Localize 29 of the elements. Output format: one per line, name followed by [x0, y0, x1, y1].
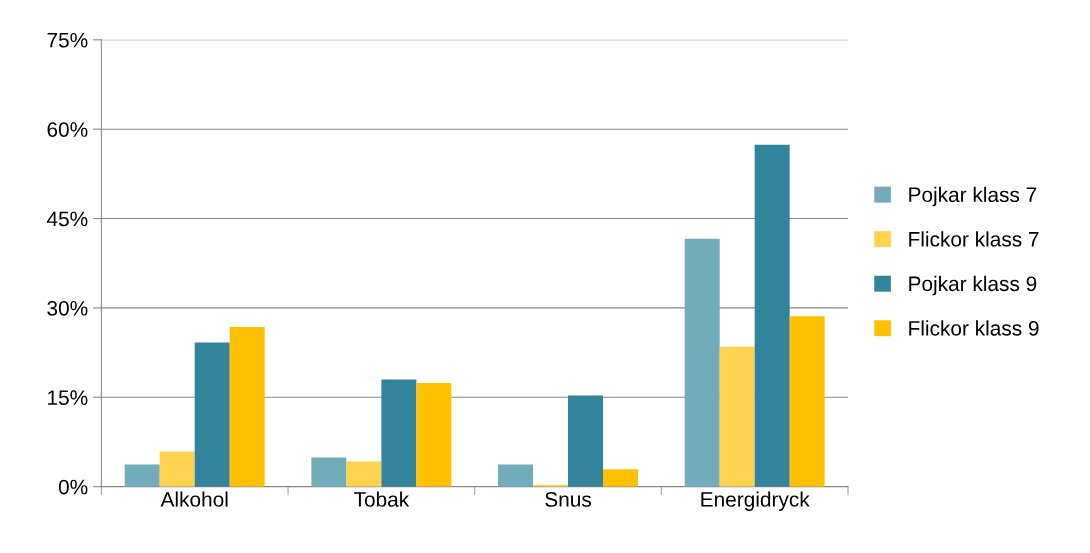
x-tick-label: Energidryck	[701, 491, 810, 511]
bar	[568, 395, 604, 487]
bar	[684, 238, 720, 487]
y-tick-label: 45%	[46, 211, 88, 227]
bar	[229, 326, 265, 487]
legend-label: Flickor klass 9	[909, 320, 1039, 336]
bar	[719, 346, 755, 487]
legend-label: Flickor klass 7	[909, 231, 1039, 247]
x-tick-label: Alkohol	[160, 491, 228, 507]
bar	[498, 464, 534, 487]
bar	[603, 469, 639, 487]
y-tick-label: 60%	[47, 122, 88, 137]
x-tick-label: Snus	[545, 492, 592, 507]
bar	[124, 464, 160, 487]
bar	[346, 461, 382, 487]
y-tick-label: 75%	[47, 32, 88, 48]
bar	[311, 457, 347, 487]
y-tick-label: 30%	[47, 300, 88, 316]
bar	[789, 316, 825, 487]
bar	[194, 342, 230, 487]
y-tick-label: 0%	[58, 479, 88, 495]
legend-label: Pojkar klass 9	[909, 275, 1037, 296]
legend-label: Pojkar klass 7	[909, 186, 1037, 207]
y-tick-label: 15%	[48, 390, 88, 406]
bar	[159, 451, 195, 487]
x-tick-label: Tobak	[354, 491, 410, 507]
bar	[416, 382, 452, 487]
bar	[754, 144, 790, 487]
bar	[381, 379, 417, 487]
